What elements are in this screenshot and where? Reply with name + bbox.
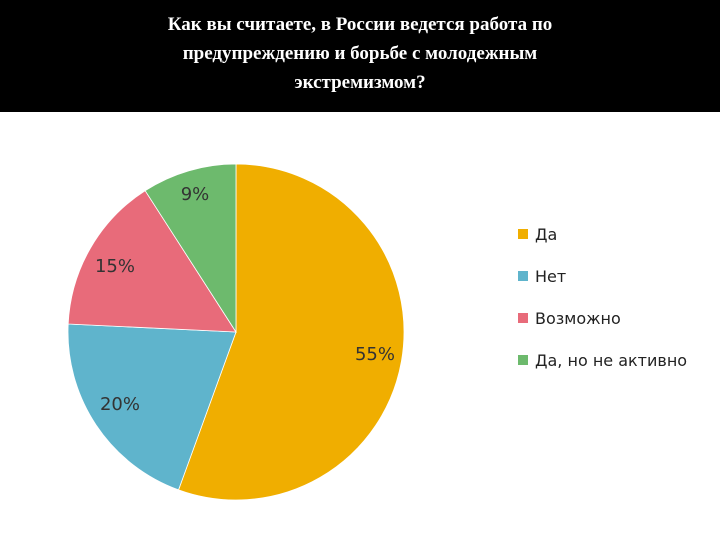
legend-swatch-4 [518,355,528,365]
pie-slice-1 [178,163,405,501]
data-label-4: 9% [181,184,210,205]
legend: Да Нет Возможно Да, но не активно [518,225,687,370]
chart-title: Как вы считаете, в России ведется работа… [60,10,660,97]
title-line-2: предупреждению и борьбе с молодежным [182,43,538,64]
legend-label-4: Да, но не активно [535,351,687,370]
legend-label-1: Да [535,225,557,244]
pie-slice-3 [67,190,237,333]
title-line-1: Как вы считаете, в России ведется работа… [167,14,553,35]
data-label-2: 20% [100,394,140,415]
pie-slice-2 [67,323,237,491]
title-line-3: экстремизмом? [294,72,426,93]
legend-label-2: Нет [535,267,566,286]
pie-slices [67,163,405,501]
pie-chart: 55% 20% 15% 9% Да Нет Возможно Да, но не актив… [67,163,687,501]
legend-swatch-3 [518,313,528,323]
data-label-3: 15% [95,256,135,277]
legend-swatch-2 [518,271,528,281]
legend-swatch-1 [518,229,528,239]
pie-slice-4 [144,163,237,334]
title-bar: Как вы считаете, в России ведется работа… [0,0,720,112]
pie-data-labels: 55% 20% 15% 9% [95,184,395,415]
legend-label-3: Возможно [535,309,621,328]
data-label-1: 55% [355,344,395,365]
